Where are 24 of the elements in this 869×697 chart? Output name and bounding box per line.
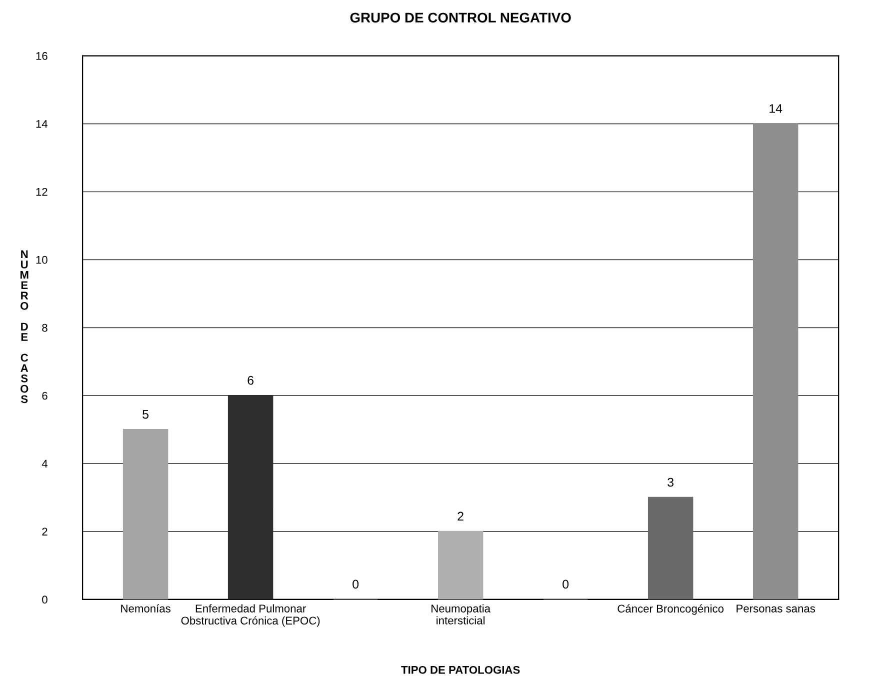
data-label: 3 — [668, 478, 674, 487]
text: NUMERO DE CASOS — [20, 250, 28, 404]
y-tick-label: 12 — [36, 188, 48, 196]
y-tick-label: 0 — [42, 596, 48, 604]
y-tick-label: 2 — [42, 528, 48, 536]
x-tick-label: Neumopatia intersticial — [432, 604, 491, 624]
y-tick-label: 10 — [36, 256, 48, 264]
data-label: 0 — [562, 580, 569, 589]
chart-title: GRUPO DE CONTROL NEGATIVO — [350, 12, 571, 23]
y-tick-label: 8 — [42, 324, 48, 332]
data-label: 2 — [458, 512, 464, 521]
y-tick-label: 16 — [36, 52, 48, 60]
x-tick-label: Personas sanas — [736, 604, 816, 612]
x-tick-label: Enfermedad Pulmonar Obstructiva Crónica (EPOC) — [181, 604, 320, 627]
data-label: 14 — [770, 104, 782, 113]
x-tick-label: Cáncer Broncogénico — [618, 604, 724, 615]
y-tick-label: 4 — [42, 460, 48, 468]
x-tick-label: Nemonías — [121, 604, 170, 612]
data-label: 6 — [248, 376, 254, 385]
data-label: 0 — [352, 580, 359, 589]
y-tick-label: 14 — [36, 120, 48, 128]
data-label: 5 — [142, 410, 149, 419]
x-axis-title: TIPO DE PATOLOGIAS — [401, 666, 520, 674]
y-tick-label: 6 — [42, 392, 48, 400]
